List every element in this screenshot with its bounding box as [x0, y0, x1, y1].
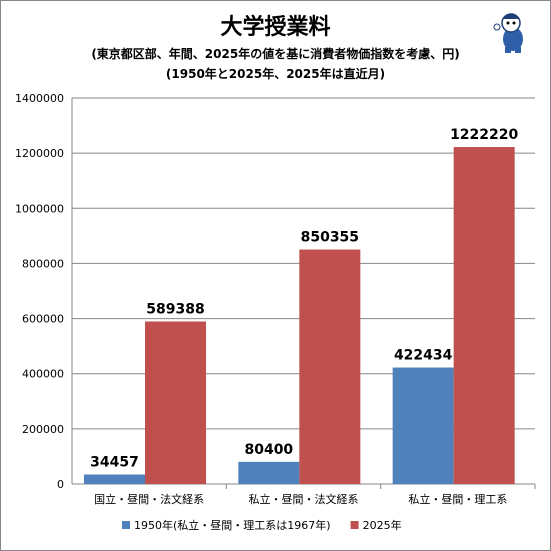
y-tick-label: 600000 [22, 313, 64, 326]
y-tick-label: 1000000 [15, 202, 64, 215]
bar-series-1 [238, 461, 300, 484]
y-tick-label: 1200000 [15, 147, 64, 160]
data-label: 34457 [90, 454, 139, 470]
y-tick-label: 800000 [22, 257, 64, 270]
x-category-label: 私立・昼間・法文経系 [249, 492, 359, 506]
legend-swatch-2 [350, 521, 359, 529]
bar-series-1 [392, 367, 454, 484]
bar-series-2 [145, 321, 206, 484]
data-label: 422434 [394, 348, 453, 364]
legend-label-1: 1950年(私立・昼間・理工系は1967年) [134, 518, 331, 532]
chart-subtitle-1: (東京都区部、年間、2025年の値を基に消費者物価指数を考慮、円) [91, 47, 460, 61]
data-label: 80400 [244, 442, 293, 458]
data-label: 850355 [301, 230, 359, 246]
chart-title: 大学授業料 [220, 15, 331, 40]
chart-subtitle-2: (1950年と2025年、2025年は直近月) [165, 67, 386, 81]
bar-series-1 [84, 474, 145, 484]
y-tick-label: 200000 [22, 423, 64, 436]
x-category-label: 国立・昼間・法文経系 [94, 492, 204, 506]
data-label: 589388 [146, 301, 204, 317]
y-tick-label: 0 [57, 478, 64, 491]
legend-label-2: 2025年 [363, 518, 402, 532]
mascot-illustration [493, 13, 523, 53]
data-label: 1222220 [450, 127, 518, 143]
bar-series-2 [299, 249, 361, 484]
bar-series-2 [453, 147, 515, 484]
x-category-label: 私立・昼間・理工系 [408, 492, 507, 506]
y-tick-label: 400000 [22, 368, 64, 381]
y-tick-label: 1400000 [15, 92, 64, 105]
legend-swatch-1 [122, 521, 130, 529]
